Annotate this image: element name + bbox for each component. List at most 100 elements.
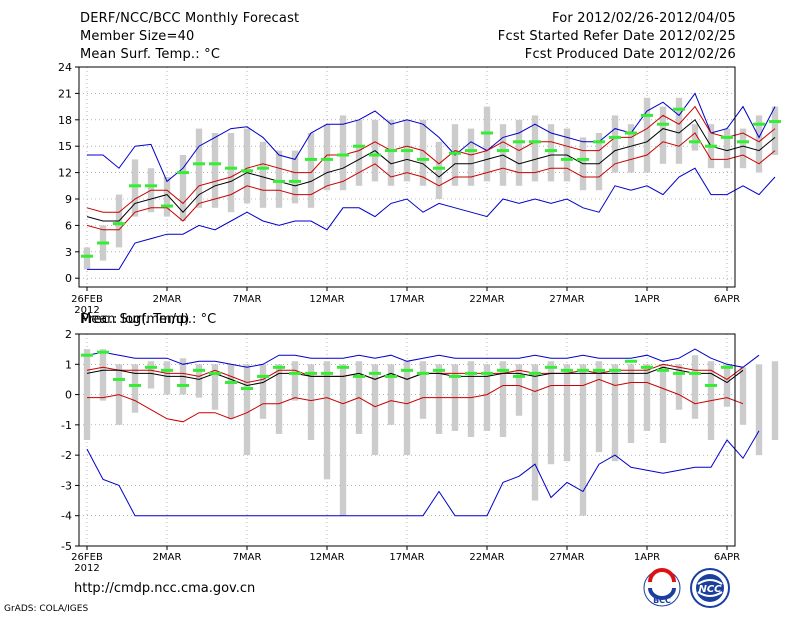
- panel1-spread-bar: [195, 128, 203, 208]
- panel2-spread-bar: [515, 364, 523, 416]
- bcc-logo-text: BCC: [653, 596, 671, 605]
- panel2-spread-bar: [691, 355, 699, 419]
- logos: BCC NCC: [643, 568, 730, 608]
- panel2-spread-bar: [755, 364, 763, 456]
- panel-title: Mean Surf. Temp.: °C: [80, 312, 216, 327]
- panel2-spread-bar: [483, 364, 491, 431]
- panel2-xtick-label: 2MAR: [153, 552, 182, 563]
- panel1-spread-bar: [131, 159, 139, 217]
- panel1-spread-bar: [243, 128, 251, 204]
- panel2-spread-bar: [531, 364, 539, 501]
- panel2-spread-bar: [195, 364, 203, 398]
- panel1-spread-bar: [339, 115, 347, 191]
- panel1-spread-bar: [547, 124, 555, 182]
- panel1-spread-bar: [723, 128, 731, 169]
- panel1-spread-bar: [627, 124, 635, 173]
- panel2-xtick-label: 7MAR: [233, 552, 262, 563]
- panel2-spread-bar: [387, 364, 395, 425]
- panel2-series-min: [86, 430, 760, 517]
- forecast-period: For 2012/02/26-2012/04/05: [552, 11, 736, 26]
- ncc-logo-icon: NCC: [690, 568, 730, 608]
- panel1-series-max: [87, 92, 776, 183]
- panel1-year-label: 2012: [74, 305, 99, 316]
- panel1-spread-bar: [355, 119, 363, 186]
- panel2-ytick-label: 1: [65, 358, 72, 371]
- panel2-series-mean: [86, 366, 744, 387]
- panel2-xtick-label: 6APR: [714, 552, 740, 563]
- panel1-spread-bar: [739, 128, 747, 169]
- panel1-variable: Mean Surf. Temp.: °C: [80, 47, 221, 62]
- panel2-spread-bar: [547, 361, 555, 465]
- panel2-spread-bar: [659, 364, 667, 444]
- panel2-spread-bar: [627, 364, 635, 444]
- panel1-spread-bar: [179, 155, 187, 221]
- panel2-ytick-label: -4: [61, 510, 72, 523]
- panel2-spread-bar: [499, 361, 507, 437]
- panel1-xtick-label: 6APR: [714, 294, 740, 305]
- panel1-series-mean: [86, 119, 776, 222]
- panel2-spread-bar: [467, 361, 475, 437]
- panel2-ytick-label: -1: [61, 419, 72, 432]
- panel1-spread-bar: [227, 133, 235, 213]
- panel2-series-lower: [87, 378, 744, 423]
- panel2-spread-bar: [307, 364, 315, 440]
- panel2-spread-bar: [403, 361, 411, 456]
- panel1-spread-bar: [211, 133, 219, 208]
- panel1-spread-bar: [771, 106, 779, 155]
- chart-title: DERF/NCC/BCC Monthly Forecast: [80, 11, 300, 26]
- panel2-spread-bar: [275, 364, 283, 434]
- panel1-series-upper: [86, 105, 776, 213]
- panel2-spread-bar: [723, 364, 731, 407]
- panel1-spread-bar: [163, 177, 171, 217]
- panel2-spread-bar: [579, 364, 587, 516]
- panel2-series-max: [86, 348, 760, 368]
- panel2-spread-bar: [147, 361, 155, 389]
- panel2-spread-bar: [163, 361, 171, 395]
- panel2-xtick-label: 1APR: [634, 552, 660, 563]
- panel1-spread-bar: [467, 128, 475, 186]
- panel1-ytick-label: 6: [65, 219, 72, 232]
- panel1-series-min: [87, 167, 776, 270]
- panel2-spread-bar: [643, 364, 651, 431]
- panel2-spread-bar: [611, 364, 619, 462]
- panel2-spread-bar: [323, 361, 331, 480]
- panel2-spread-bar: [563, 364, 571, 462]
- panel2-spread-bar: [227, 364, 235, 419]
- panel2-ytick-label: -2: [61, 449, 72, 462]
- panel1-ytick-label: 3: [65, 246, 72, 259]
- bcc-logo-icon: BCC: [643, 568, 681, 607]
- panel2-xtick-label: 12MAR: [309, 552, 344, 563]
- member-size: Member Size=40: [80, 29, 195, 44]
- panel1-spread-bar: [595, 133, 603, 191]
- panel1-ytick-label: 18: [58, 114, 72, 127]
- panel2-xtick-label: 27MAR: [549, 552, 584, 563]
- panel1-ytick-label: 9: [65, 193, 72, 206]
- panel2-spread-bar: [595, 361, 603, 453]
- panel2-spread-bar: [771, 361, 779, 440]
- panel1-xtick-label: 27MAR: [549, 294, 584, 305]
- panel1-spread-bar: [755, 115, 763, 173]
- panel1-spread-bar: [323, 124, 331, 191]
- panel2-xtick-label: 26FEB: [71, 552, 103, 563]
- panel2-spread-bar: [99, 349, 107, 401]
- panel2-spread-bar: [131, 364, 139, 413]
- site-url[interactable]: http://cmdp.ncc.cma.gov.cn: [74, 581, 256, 596]
- panel2-spread-bar: [83, 349, 91, 440]
- panel1-ytick-label: 24: [58, 61, 72, 74]
- panel1-xtick-label: 12MAR: [309, 294, 344, 305]
- panel1-xtick-label: 22MAR: [469, 294, 504, 305]
- panel1-spread-bar: [307, 133, 315, 208]
- panel1-spread-bar: [259, 141, 267, 208]
- panel1-xtick-label: 2MAR: [153, 294, 182, 305]
- panel2-spread-bar: [371, 364, 379, 456]
- panel1-spread-bar: [291, 150, 299, 204]
- panel2-spread-bar: [739, 367, 747, 425]
- panel1-spread-bar: [659, 106, 667, 164]
- panel2-spread-bar: [419, 361, 427, 419]
- panel2-year-label: 2012: [74, 563, 99, 574]
- panel1-ytick-label: 15: [58, 140, 72, 153]
- panel2-xtick-label: 17MAR: [389, 552, 424, 563]
- panel1-spread-bar: [531, 115, 539, 182]
- panel1-xtick-label: 1APR: [634, 294, 660, 305]
- panel1-ytick-label: 21: [58, 87, 72, 100]
